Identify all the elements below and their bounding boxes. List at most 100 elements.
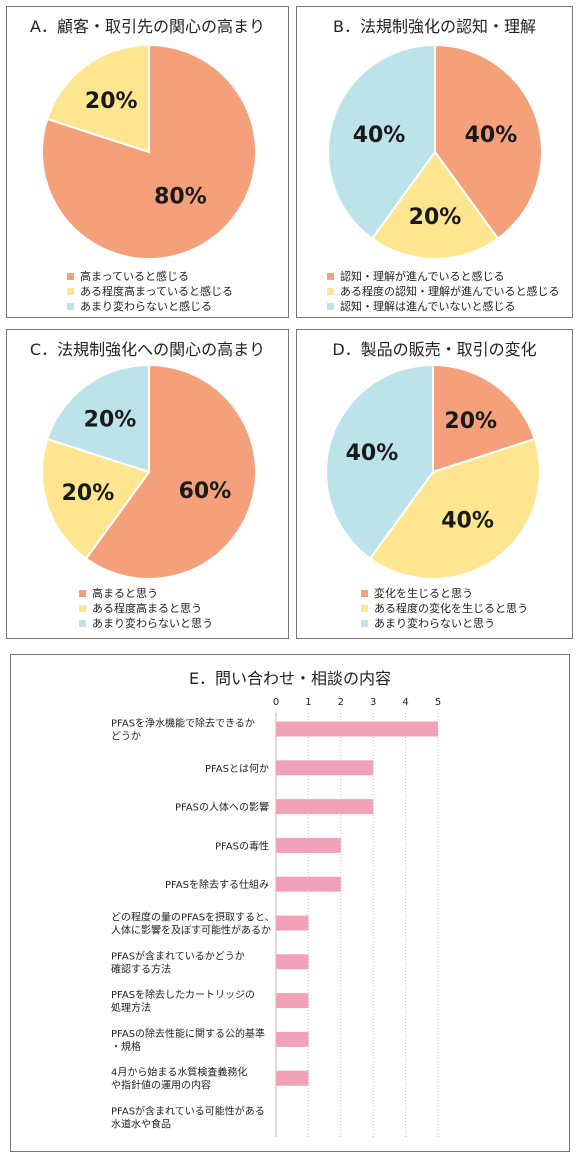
legend-label: 高まると思う [92,587,158,600]
bar [276,954,309,970]
pie-slice-label: 40% [346,441,399,466]
legend-label: ある程度高まっていると感じる [80,285,234,298]
pie-slice-label: 20% [85,89,138,114]
legend-swatch [79,590,86,597]
pie-chart-b: 40% 20% 40% [327,43,543,260]
legend-label: 認知・理解は進んでいないと感じる [340,300,516,313]
legend-swatch [79,605,86,612]
bar-panel-e: E．問い合わせ・相談の内容 0 1 2 3 4 5 PFASを浄水機能で除去できるか どうか P… [10,654,570,1152]
legend-swatch [67,303,74,310]
x-tick-label: 2 [338,697,344,708]
legend-item: あまり変わらないと思う [79,616,213,631]
pie-legend-c: 高まると思う ある程度高まると思う あまり変わらないと思う [79,586,213,631]
pie-chart-c: 60% 20% 20% [41,363,257,580]
legend-swatch [361,590,368,597]
bar [276,915,309,931]
category-label: PFASを除去したカートリッジの [111,988,255,1001]
x-tick-label: 1 [305,697,311,708]
x-tick-label: 5 [435,697,441,708]
legend-swatch [361,605,368,612]
x-tick-label: 3 [370,697,376,708]
category-label: どうか [111,731,141,743]
pie-chart-d: 20% 40% 40% [325,363,541,580]
category-label: PFASとは何か [205,762,269,775]
category-label: や指針値の運用の内容 [111,1079,211,1092]
pie-slice [368,437,541,580]
legend-label: あまり変わらないと思う [374,617,495,630]
legend-item: あまり変わらないと感じる [67,299,233,314]
bar [276,760,374,776]
category-label: 確認する方法 [111,962,171,975]
pie-slice [434,43,543,240]
legend-swatch [67,288,74,295]
legend-label: あまり変わらないと思う [92,617,213,630]
legend-item: 変化を生じると思う [361,586,528,601]
pie-title-d: D．製品の販売・取引の変化 [332,340,537,359]
pie-slice-label: 40% [441,509,494,534]
legend-item: ある程度高まると思う [79,601,213,616]
pie-slice [325,363,434,560]
legend-swatch [361,620,368,627]
bar [276,1070,309,1086]
legend-label: 変化を生じると思う [374,587,473,600]
pie-slice-label: 40% [353,123,406,148]
legend-item: ある程度の変化を生じると思う [361,601,528,616]
category-label: どの程度の量のPFASを摂取すると、 [111,911,275,924]
pie-legend-b: 認知・理解が進んでいると感じる ある程度の認知・理解が進んでいると感じる 認知・… [327,269,559,314]
pie-panel-b: B．法規制強化の認知・理解 40% 20% 40% 認知・理解が進んでいると感じる … [296,6,573,318]
pie-chart-a: 80% 20% [41,43,257,260]
legend-label: ある程度高まると思う [92,602,202,615]
legend-swatch [327,288,334,295]
category-label: PFASを除去する仕組み [165,878,269,891]
category-label: ・規格 [111,1040,141,1053]
pie-title-a: A．顧客・取引先の関心の高まり [30,17,265,36]
category-label: 処理方法 [111,1001,151,1014]
bar [276,876,341,892]
bar [276,799,374,815]
pie-panel-a: A．顧客・取引先の関心の高まり 80% 20% 高まっていると感じる ある程度高ま… [6,6,289,318]
pie-slice [45,363,150,474]
legend-item: 高まると思う [79,586,213,601]
category-label: 4月から始まる水質検査義務化 [111,1066,247,1079]
bar [276,1031,309,1047]
category-label: PFASの毒性 [215,839,269,852]
legend-swatch [67,273,74,280]
pie-slice-label: 20% [84,407,137,432]
legend-swatch [79,620,86,627]
category-label: 人体に影響を及ぼす可能性があるか [111,924,271,937]
pie-slice-label: 40% [465,123,518,148]
pie-slice [41,43,257,260]
pie-slice-label: 60% [179,479,232,504]
category-label: PFASが含まれているかどうか [111,949,245,962]
pie-slice-label: 20% [409,205,462,230]
legend-swatch [327,273,334,280]
x-tick-label: 0 [273,697,279,708]
pie-slice-label: 80% [154,184,207,209]
legend-label: 高まっていると感じる [80,270,190,283]
pie-slice [327,43,436,240]
pie-title-c: C．法規制強化への関心の高まり [29,340,266,359]
legend-label: あまり変わらないと感じる [80,300,212,313]
legend-item: ある程度の認知・理解が進んでいると感じる [327,284,559,299]
legend-item: 認知・理解は進んでいないと感じる [327,299,559,314]
bar-title-e: E．問い合わせ・相談の内容 [188,669,392,688]
pie-slice [432,363,537,474]
pie-legend-d: 変化を生じると思う ある程度の変化を生じると思う あまり変わらないと思う [361,586,528,631]
legend-label: 認知・理解が進んでいると感じる [340,270,505,283]
category-label: PFASの人体への影響 [175,801,269,814]
category-label: PFASを浄水機能で除去できるか [111,717,255,730]
pie-panel-c: C．法規制強化への関心の高まり 60% 20% 20% 高まると思う ある程度高まる… [6,329,289,639]
pie-title-b: B．法規制強化の認知・理解 [333,17,536,36]
category-label: PFASが含まれている可能性がある [111,1105,265,1118]
x-tick-label: 4 [402,697,408,708]
legend-label: ある程度の変化を生じると思う [374,602,528,615]
pie-slice-label: 20% [62,481,115,506]
pie-slice [370,150,500,260]
pie-slice [84,363,257,580]
pie-slice-label: 20% [444,409,497,434]
legend-item: 高まっていると感じる [67,269,233,284]
legend-swatch [327,303,334,310]
bar [276,721,438,737]
pie-panel-d: D．製品の販売・取引の変化 20% 40% 40% 変化を生じると思う ある程度の変… [296,329,573,639]
